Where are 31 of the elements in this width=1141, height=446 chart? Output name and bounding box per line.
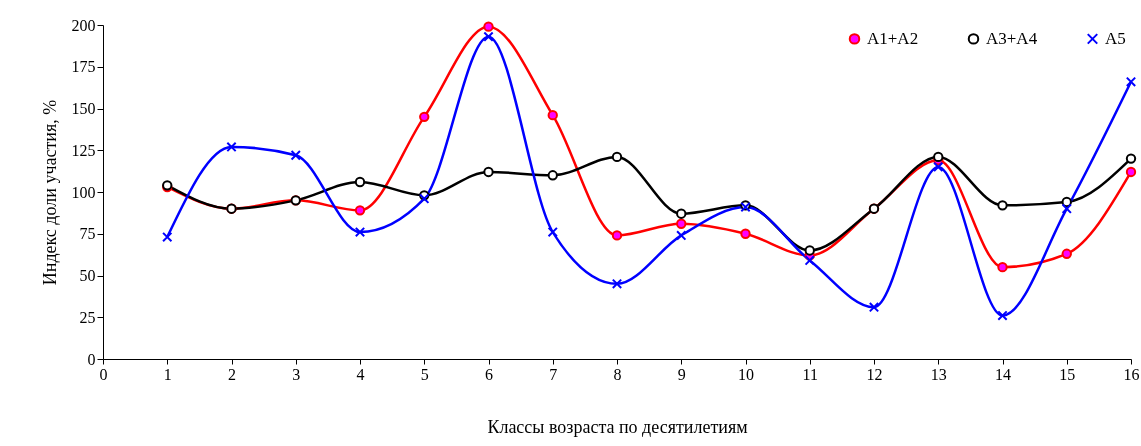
y-tick-label: 25 <box>79 308 96 326</box>
x-tick-label: 10 <box>738 365 754 383</box>
y-tick-label: 175 <box>71 58 96 76</box>
x-tick-label: 16 <box>1123 365 1140 383</box>
x-tick-label: 4 <box>356 365 365 383</box>
y-tick-label: 125 <box>71 141 96 159</box>
y-tick-label: 0 <box>87 350 96 368</box>
x-tick-label: 7 <box>549 365 558 383</box>
x-tick-label: 12 <box>866 365 883 383</box>
x-tick-label: 15 <box>1059 365 1076 383</box>
x-tick-label: 9 <box>677 365 686 383</box>
x-tick-label: 6 <box>485 365 493 383</box>
y-tick-label: 50 <box>79 267 96 284</box>
x-tick-label: 8 <box>613 365 622 383</box>
y-tick-label: 75 <box>79 225 96 243</box>
y-axis-title: Индекс доли участия, % <box>39 99 60 286</box>
x-tick-label: 0 <box>99 365 108 383</box>
legend-label: A1+A2 <box>867 28 919 48</box>
x-tick-label: 3 <box>292 365 301 383</box>
legend-label: A5 <box>1105 28 1126 48</box>
x-tick-label: 5 <box>420 365 429 383</box>
y-tick-label: 150 <box>71 100 96 117</box>
x-tick-label: 11 <box>802 365 818 383</box>
x-tick-label: 2 <box>228 365 236 383</box>
legend-label: A3+A4 <box>986 28 1038 48</box>
x-tick-label: 1 <box>163 365 172 383</box>
x-tick-label: 13 <box>930 365 947 383</box>
y-tick-label: 200 <box>71 16 96 34</box>
x-tick-label: 14 <box>995 365 1011 383</box>
y-tick-label: 100 <box>71 183 96 201</box>
x-axis-title: Классы возраста по десятилетиям <box>487 416 748 437</box>
